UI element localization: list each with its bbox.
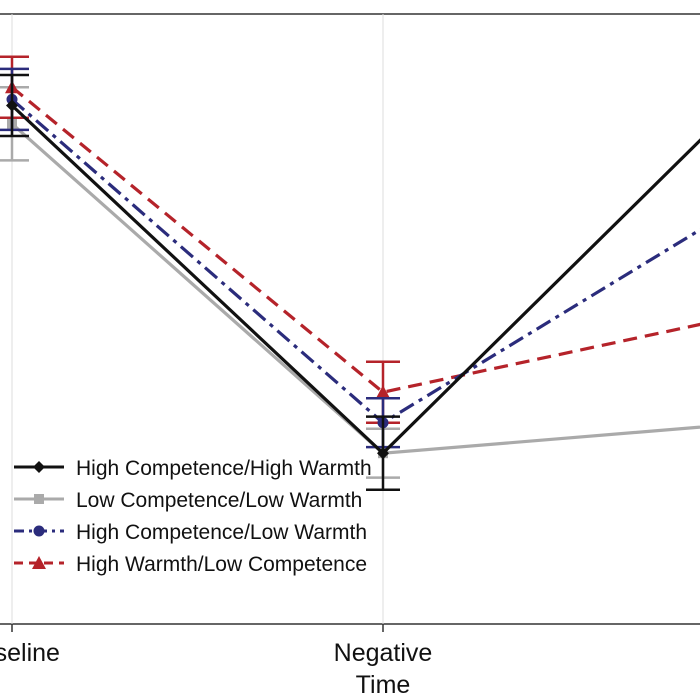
legend-label-1: Low Competence/Low Warmth [76,489,362,512]
series-2 [0,67,700,449]
legend-marker-0 [33,461,45,473]
legend-item-1: Low Competence/Low Warmth [14,489,362,512]
x-axis-title: Time [356,671,411,699]
legend-label-3: High Warmth/Low Competence [76,553,367,576]
legend-item-3: High Warmth/Low Competence [14,553,367,576]
x-tick-label-1: Negative [334,639,433,667]
legend-label-2: High Competence/Low Warmth [76,521,367,544]
legend-label-0: High Competence/High Warmth [76,457,372,480]
legend-marker-1 [34,494,44,504]
x-tick-label-0: Baseline [0,639,60,667]
x-tick-labels: BaselineNegativePositive [0,624,433,667]
legend-marker-2 [33,525,45,537]
series-3 [0,55,700,424]
data-point-0-1 [377,447,389,460]
legend-marker-3 [32,556,46,569]
legend-item-0: High Competence/High Warmth [14,457,372,480]
legend-item-2: High Competence/Low Warmth [14,521,367,544]
data-point-0-0 [6,99,18,112]
series-line-3 [10,85,700,394]
series-0 [0,73,700,492]
series-1 [0,85,700,479]
series-layer [0,55,700,492]
data-point-3-1 [376,385,390,399]
series-line-2 [10,98,700,425]
legend: High Competence/High Warmth Low Competenc… [14,457,372,576]
